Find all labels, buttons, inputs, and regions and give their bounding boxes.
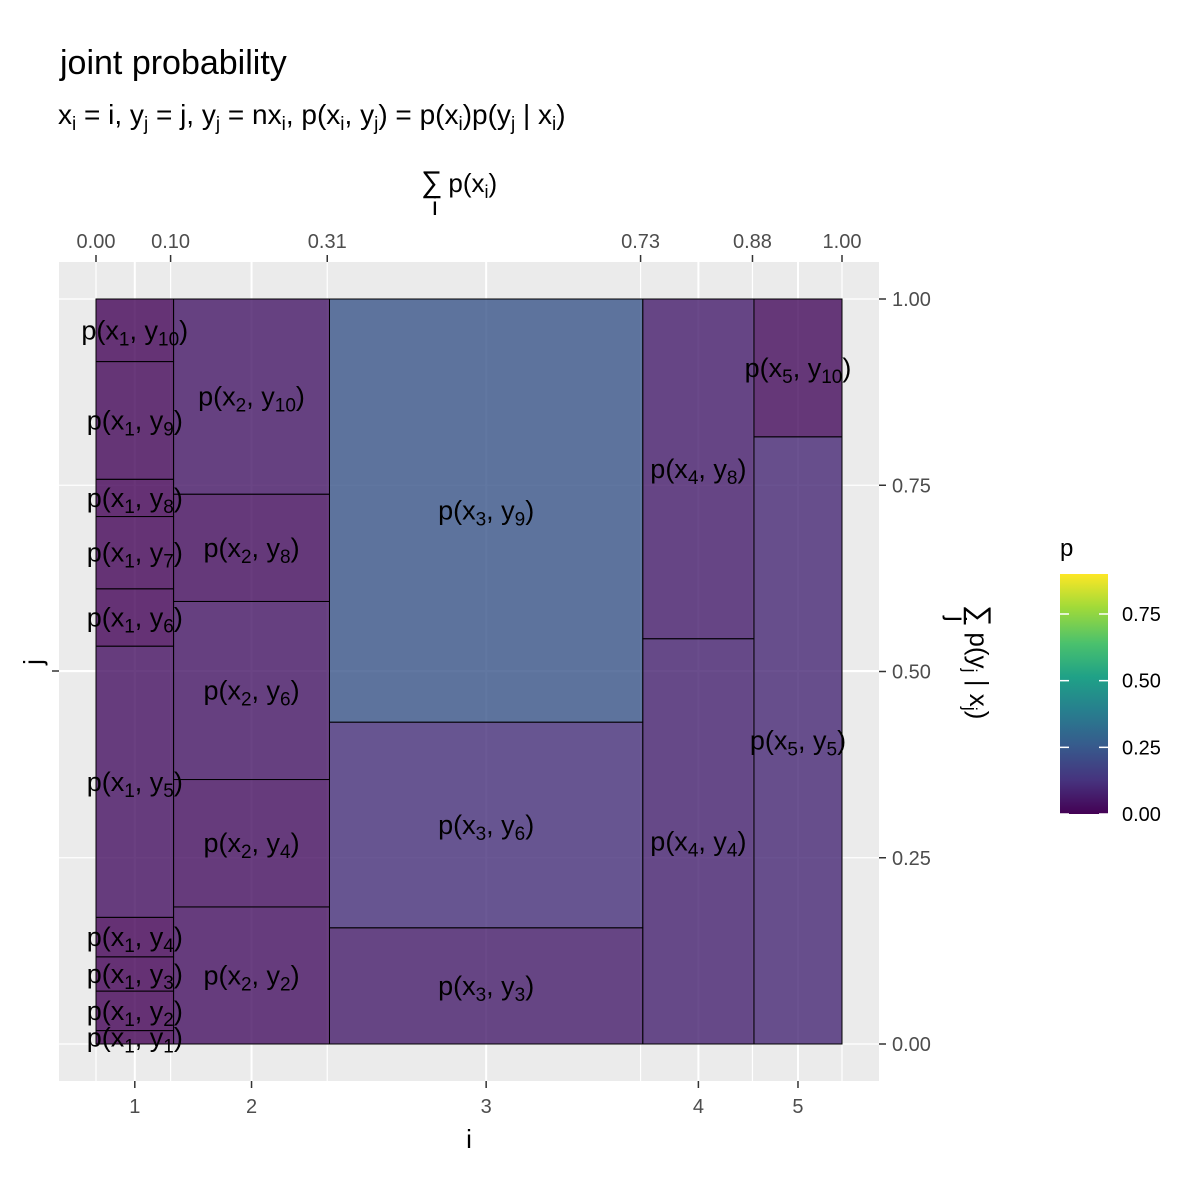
cell-x1-y9: [95, 361, 175, 480]
cell-x2-y4: [173, 779, 330, 908]
chart-subtitle: xi = i, yj = j, yj = nxi, p(xi, yj) = p(…: [58, 99, 566, 135]
cell-label-x4-y8: p(x4, y8): [650, 454, 746, 489]
cell-x1-y10: [95, 298, 175, 363]
cell-x2-y6: [173, 600, 330, 781]
mosaic-cells: [95, 298, 843, 1045]
cell-label-x5-y5: p(x5, y5): [750, 725, 846, 760]
legend-tick-label-3: 0.75: [1122, 604, 1161, 626]
x-tick-label-5: 5: [792, 1096, 803, 1118]
x-tick-label-4: 4: [693, 1096, 704, 1118]
legend-ticks: 0.00 0.25 0.50 0.75: [1060, 604, 1161, 826]
svg-text:∑p(yj | xj): ∑p(yj | xj): [960, 605, 996, 719]
cell-label-x2-y2: p(x2, y2): [203, 960, 299, 995]
x-tick-label-3: 3: [481, 1096, 492, 1118]
cell-x2-y10: [173, 298, 330, 495]
cell-x3-y6: [328, 721, 644, 929]
cell-label-x1-y4: p(x1, y4): [87, 922, 183, 957]
x-top-tick-label-0: 0.00: [77, 231, 116, 253]
x-top-tick-label-1: 0.10: [151, 231, 190, 253]
cell-x1-y6: [95, 588, 175, 647]
cell-label-x3-y6: p(x3, y6): [438, 810, 534, 845]
cell-x5-y10: [753, 298, 843, 438]
cell-labels: p(x1, y1)p(x1, y2)p(x1, y3)p(x1, y4) p(x1…: [81, 315, 851, 1057]
cell-label-x3-y3: p(x3, y3): [438, 971, 534, 1006]
cell-x2-y2: [173, 906, 330, 1045]
chart-title: joint probability: [59, 44, 287, 82]
y-axis-title: j: [18, 659, 48, 666]
x-axis-title: i: [466, 1124, 472, 1154]
cell-label-x2-y8: p(x2, y8): [203, 533, 299, 568]
cell-label-x2-y10: p(x2, y10): [198, 382, 305, 417]
cell-x1-y2: [95, 990, 175, 1032]
y-right-tick-label-3: 0.75: [892, 475, 931, 497]
cell-label-x1-y7: p(x1, y7): [87, 538, 183, 573]
cell-x1-y8: [95, 478, 175, 518]
cell-label-x1-y9: p(x1, y9): [87, 405, 183, 440]
cell-x3-y9: [328, 298, 644, 723]
cell-label-x1-y2: p(x1, y2): [87, 996, 183, 1031]
cell-label-x2-y6: p(x2, y6): [203, 675, 299, 710]
top-axis-title: ∑ p(xi): [421, 166, 497, 202]
y-right-axis-ticks: 0.00 0.25 0.50 0.75 1.00: [879, 289, 931, 1056]
legend-colorbar: [1060, 574, 1108, 814]
legend-tick-label-1: 0.25: [1122, 737, 1161, 759]
legend-tick-label-2: 0.50: [1122, 671, 1161, 693]
x-tick-label-1: 1: [129, 1096, 140, 1118]
legend-title: p: [1060, 535, 1073, 562]
cell-x3-y3: [328, 927, 644, 1045]
x-top-tick-label-2: 0.31: [308, 231, 347, 253]
x-top-tick-label-5: 1.00: [823, 231, 862, 253]
x-top-tick-label-3: 0.73: [621, 231, 660, 253]
cell-x4-y8: [642, 298, 755, 640]
cell-label-x1-y10: p(x1, y10): [81, 315, 188, 350]
cell-label-x1-y8: p(x1, y8): [87, 483, 183, 518]
cell-label-x1-y5: p(x1, y5): [87, 767, 183, 802]
x-top-axis-ticks: 0.00 0.10 0.31 0.73 0.88 1.00: [77, 231, 862, 262]
cell-x1-y7: [95, 516, 175, 590]
cell-label-x1-y1: p(x1, y1): [87, 1022, 183, 1057]
y-right-tick-label-0: 0.00: [892, 1034, 931, 1056]
legend-tick-label-0: 0.00: [1122, 804, 1161, 826]
y-right-tick-label-1: 0.25: [892, 848, 931, 870]
x-axis-ticks: 1 2 3 4 5: [129, 1081, 804, 1118]
top-axis-title-subscript: i: [432, 191, 438, 221]
cell-x4-y4: [642, 638, 755, 1045]
x-top-tick-label-4: 0.88: [733, 231, 772, 253]
y-right-tick-label-4: 1.00: [892, 289, 931, 311]
cell-label-x5-y10: p(x5, y10): [745, 353, 852, 388]
y-right-tick-label-2: 0.50: [892, 662, 931, 684]
right-axis-title: ∑p(yj | xj) j: [942, 605, 996, 719]
cell-label-x4-y4: p(x4, y4): [650, 826, 746, 861]
cell-label-x3-y9: p(x3, y9): [438, 496, 534, 531]
cell-label-x2-y4: p(x2, y4): [203, 828, 299, 863]
cell-label-x1-y3: p(x1, y3): [87, 959, 183, 994]
cell-label-x1-y6: p(x1, y6): [87, 602, 183, 637]
x-tick-label-2: 2: [246, 1096, 257, 1118]
cell-x5-y5: [753, 436, 843, 1045]
svg-text:j: j: [942, 615, 972, 622]
cell-x2-y8: [173, 493, 330, 602]
